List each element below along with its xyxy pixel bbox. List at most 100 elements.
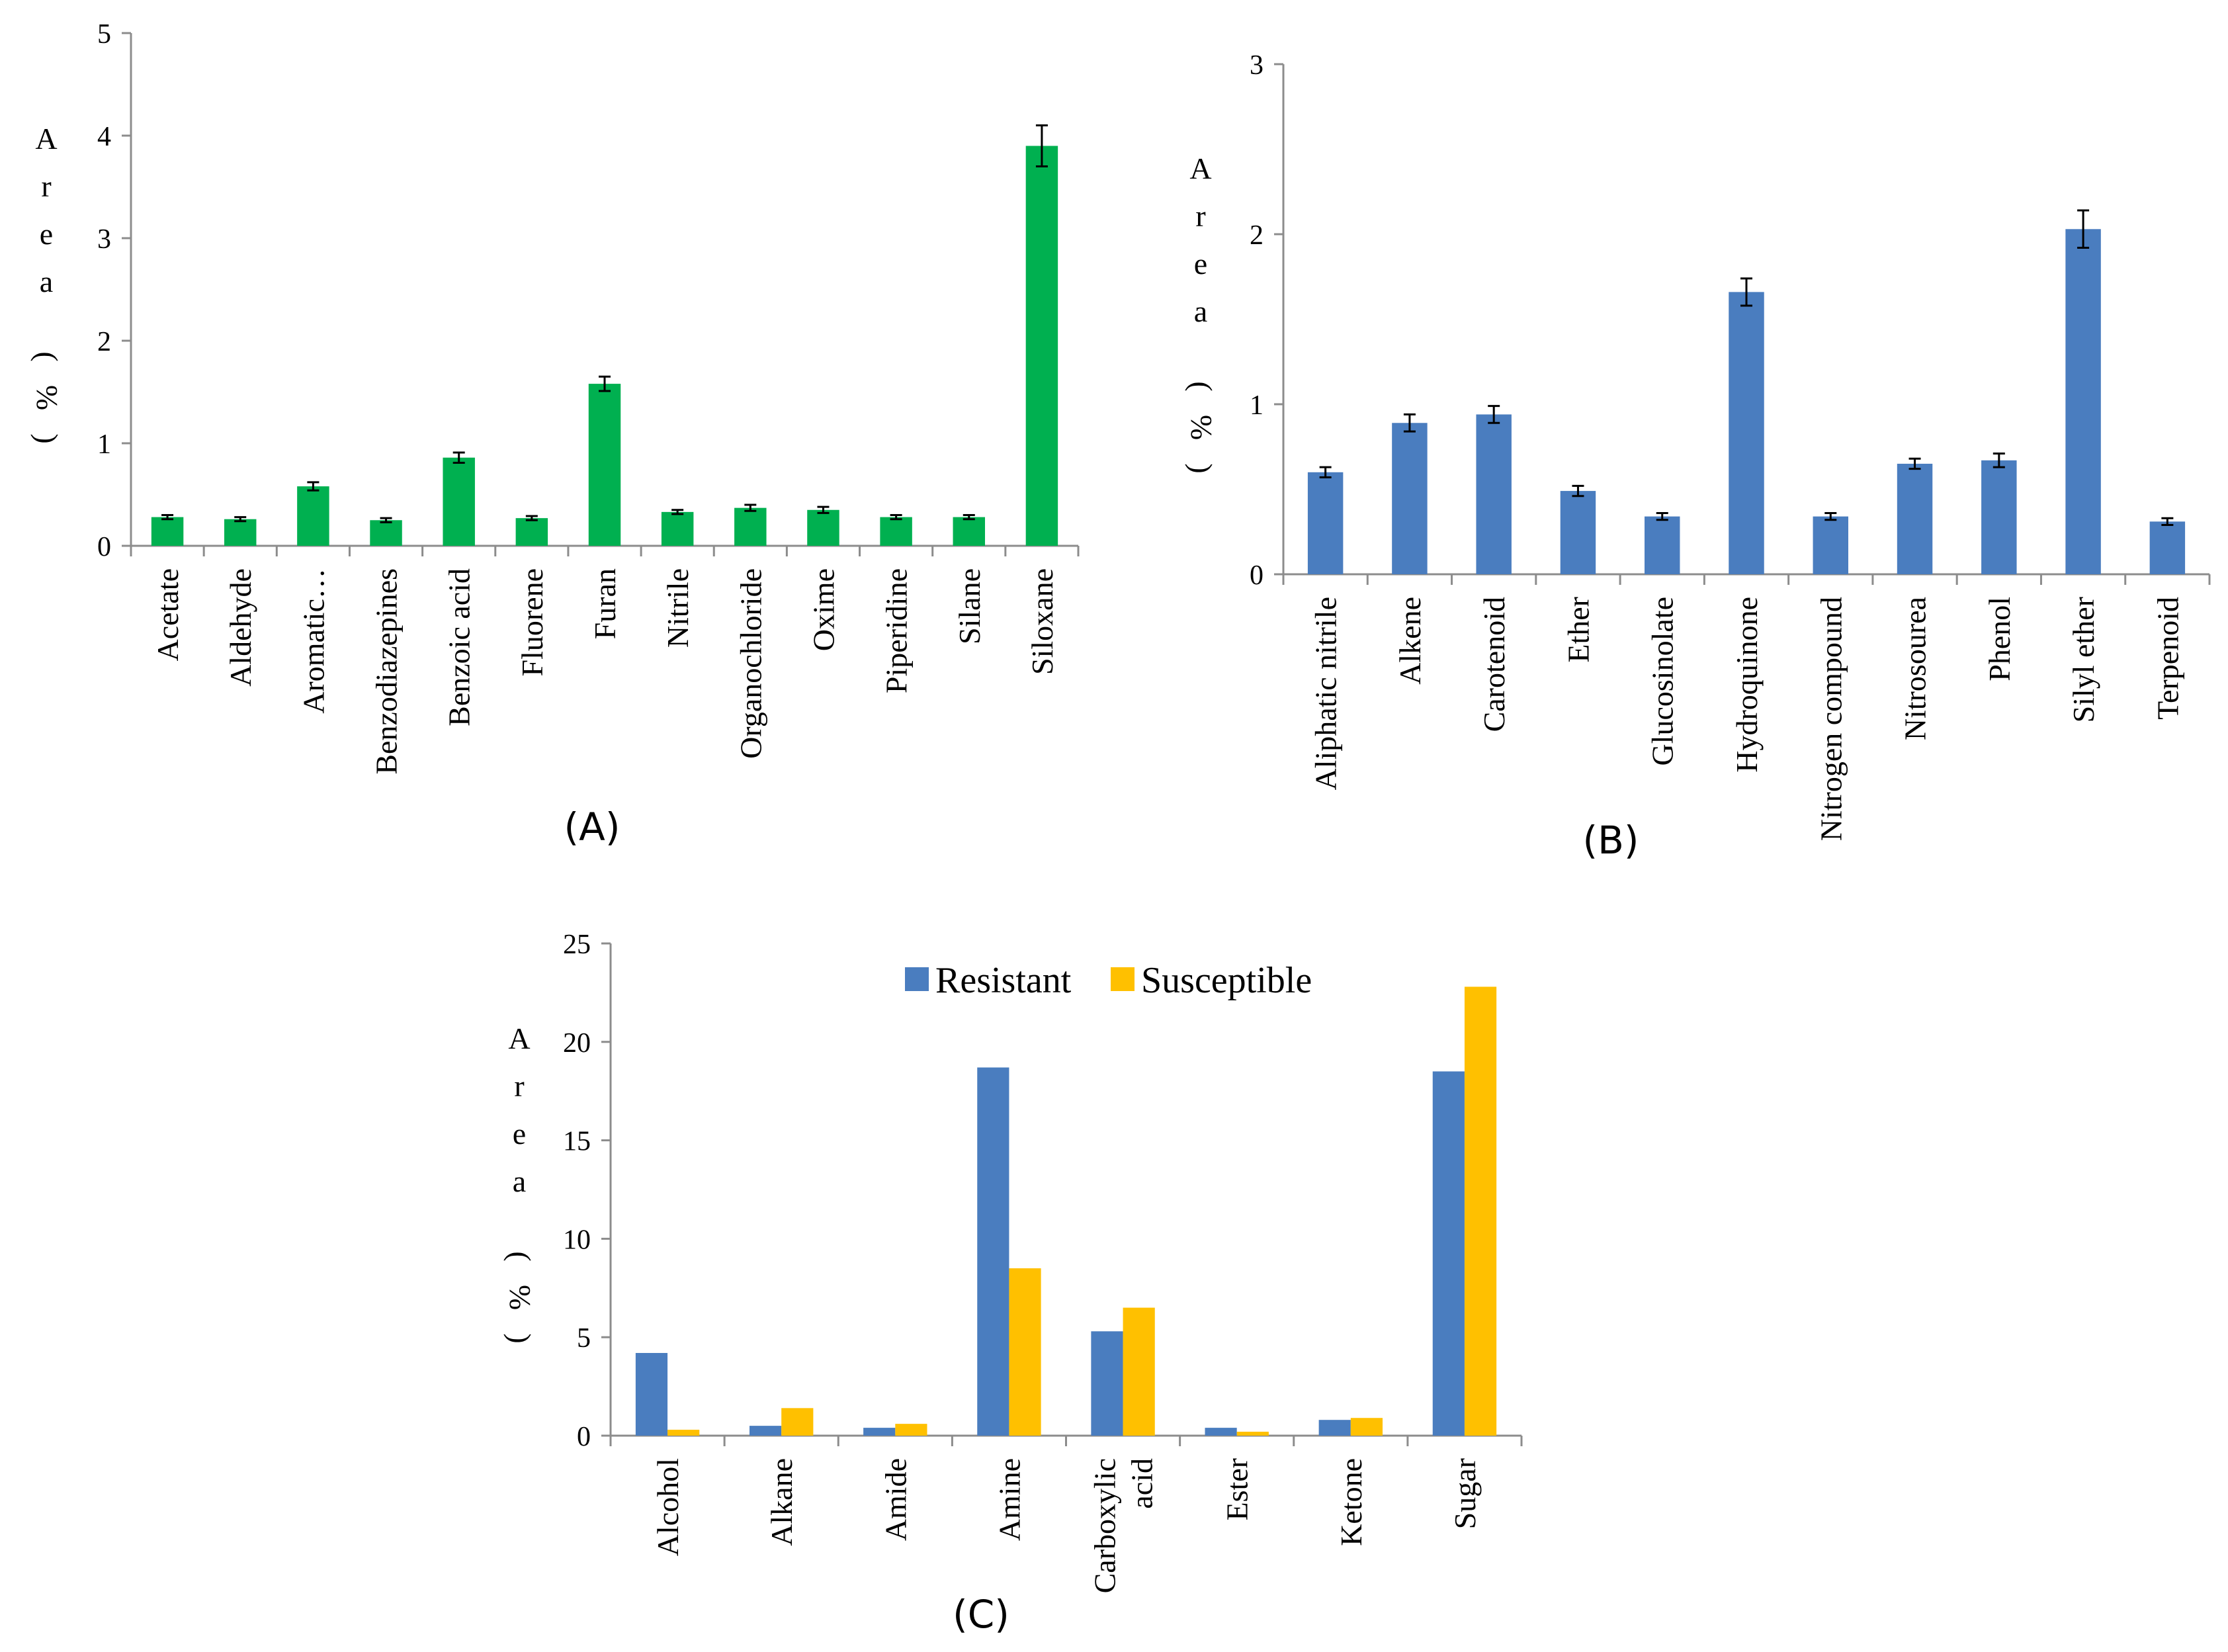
panel-b-y-label-char: ( — [1185, 381, 1219, 391]
error-bar-fluorene — [525, 515, 538, 521]
panel-c-y-label-char: ( — [503, 1251, 537, 1261]
bar-resistant-alkane — [749, 1426, 782, 1436]
panel-b-y-label-char: r — [1195, 199, 1205, 233]
x-category-label-phenol: Phenol — [1983, 597, 2016, 681]
error-bar-furan — [599, 375, 611, 392]
error-bar-terpenoid — [2161, 517, 2174, 526]
bar-resistant-ketone — [1318, 1420, 1351, 1436]
x-category-label-aldehyde: Aldehyde — [224, 568, 257, 687]
x-category-label-aliphatic-nitrile: Aliphatic nitrile — [1309, 597, 1343, 791]
panel-c-y-label-char: e — [513, 1117, 526, 1151]
panel-b-panel-label: (B) — [1582, 818, 1639, 863]
panel-c-y-label-char: A — [508, 1022, 530, 1055]
panel-b-y-label-char: A — [1189, 152, 1211, 185]
bar-benzodiazepines — [370, 520, 402, 546]
bar-alkene — [1392, 423, 1428, 574]
bar-susceptible-alkane — [781, 1408, 814, 1436]
panel-a-y-tick-label: 4 — [97, 122, 111, 152]
x-category-label-organochloride: Organochloride — [734, 568, 767, 759]
error-bar-nitrosourea — [1908, 457, 1921, 470]
error-bar-aldehyde — [234, 516, 247, 523]
bar-terpenoid — [2149, 521, 2186, 574]
bar-fluorene — [515, 518, 548, 546]
x-category-label-aromatic: Aromatic… — [296, 568, 330, 714]
x-category-label-amine: Amine — [992, 1458, 1026, 1541]
x-category-label-sugar: Sugar — [1448, 1458, 1482, 1529]
legend-swatch-resistant — [905, 967, 929, 991]
panel-c-y-tick-label: 15 — [563, 1127, 591, 1157]
error-bar-oxime — [817, 505, 830, 514]
legend-label-resistant: Resistant — [935, 960, 1072, 1001]
panel-a-y-label-char: r — [41, 169, 51, 203]
bar-phenol — [1981, 460, 2017, 574]
x-category-label-oxime: Oxime — [806, 568, 840, 651]
bar-resistant-carboxylic-acid — [1091, 1331, 1123, 1436]
panel-b-y-label-char: e — [1194, 247, 1207, 281]
panel-b-y-label-char: a — [1194, 294, 1207, 328]
bar-organochloride — [734, 507, 767, 546]
x-category-label-ester: Ester — [1221, 1458, 1254, 1521]
error-bar-nitrogen-compound — [1824, 511, 1837, 521]
panel-b-y-tick-label: 1 — [1250, 390, 1264, 421]
bar-oxime — [807, 509, 839, 546]
x-category-label-carboxylic-acid: Carboxylic — [1088, 1458, 1122, 1593]
x-category-label-nitrosourea: Nitrosourea — [1899, 597, 1932, 740]
x-category-label-amide: Amide — [878, 1458, 912, 1541]
error-bar-aromatic — [307, 481, 320, 492]
panel-c-y-label-char: a — [513, 1164, 526, 1198]
bar-piperidine — [880, 517, 912, 546]
x-category-label-silyl-ether: Silyl ether — [2067, 597, 2100, 722]
error-bar-glucosinolate — [1656, 511, 1668, 521]
bar-susceptible-sugar — [1464, 986, 1497, 1436]
panel-b-y-tick-label: 2 — [1250, 220, 1264, 251]
bar-aldehyde — [224, 519, 257, 546]
bar-aliphatic-nitrile — [1307, 472, 1344, 574]
bar-resistant-ester — [1205, 1428, 1237, 1436]
panel-a-y-label-char: % — [30, 385, 64, 410]
x-category-label-fluorene: Fluorene — [515, 568, 549, 677]
legend-label-susceptible: Susceptible — [1141, 960, 1312, 1001]
x-category-label-alkene: Alkene — [1393, 597, 1427, 685]
x-category-label-silane: Silane — [953, 568, 986, 644]
error-bar-organochloride — [744, 503, 757, 512]
error-bar-piperidine — [890, 514, 902, 521]
panel-a-y-label-char: ) — [30, 433, 64, 443]
bar-nitrile — [661, 511, 694, 546]
x-category-label-alkane: Alkane — [765, 1458, 798, 1546]
panel-a-y-label-char: A — [35, 122, 57, 155]
x-category-label-ether: Ether — [1561, 597, 1595, 663]
panel-c-y-tick-label: 20 — [563, 1028, 591, 1059]
x-category-label-acetate: Acetate — [151, 568, 185, 661]
bar-glucosinolate — [1645, 516, 1680, 574]
x-category-label-alcohol: Alcohol — [651, 1458, 685, 1556]
bar-acetate — [151, 517, 184, 546]
error-bar-nitrile — [671, 509, 684, 515]
bar-siloxane — [1025, 146, 1058, 546]
bar-susceptible-carboxylic-acid — [1123, 1307, 1155, 1436]
error-bar-benzodiazepines — [380, 517, 392, 523]
bar-silyl-ether — [2065, 229, 2101, 574]
panel-a-y-label-char: e — [40, 217, 53, 251]
error-bar-carotenoid — [1488, 405, 1500, 424]
x-category-label-nitrogen-compound: Nitrogen compound — [1814, 597, 1848, 841]
panel-a-y-tick-label: 5 — [97, 19, 111, 50]
error-bar-silane — [963, 514, 975, 521]
legend-swatch-susceptible — [1111, 967, 1135, 991]
bar-carotenoid — [1476, 414, 1512, 574]
bar-resistant-alcohol — [635, 1353, 668, 1436]
panel-c-y-tick-label: 10 — [563, 1225, 591, 1255]
bar-susceptible-amide — [895, 1424, 927, 1436]
x-category-label-carboxylic-acid: acid — [1125, 1458, 1159, 1509]
panel-b-y-label-char: % — [1185, 415, 1219, 440]
panel-a-y-tick-label: 3 — [97, 224, 111, 255]
error-bar-siloxane — [1035, 124, 1048, 167]
bar-silane — [953, 517, 986, 546]
bar-susceptible-amine — [1009, 1268, 1041, 1436]
legend: Resistant Susceptible — [905, 960, 1312, 1001]
panel-a-y-tick-label: 0 — [97, 532, 111, 562]
